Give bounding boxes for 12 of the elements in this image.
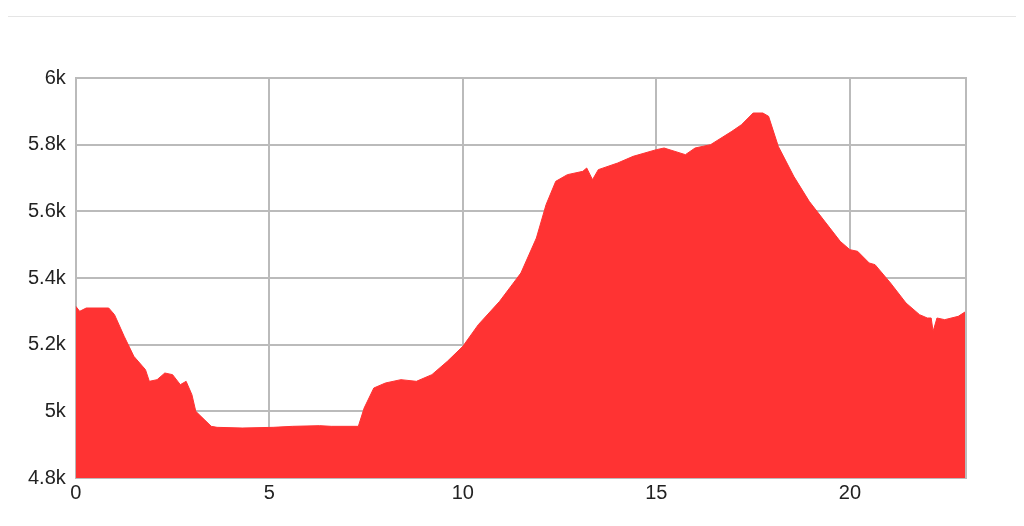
y-tick-label: 6k	[44, 65, 67, 88]
y-tick-label: 5.2k	[27, 332, 67, 355]
y-tick-label: 5.8k	[27, 132, 67, 155]
y-tick-label: 5.6k	[27, 198, 67, 221]
x-tick-label: 15	[645, 480, 668, 503]
x-tick-label: 10	[451, 480, 474, 503]
y-tick-label: 5.4k	[27, 265, 67, 288]
x-tick-label: 5	[263, 480, 275, 503]
x-tick-label: 0	[70, 480, 82, 503]
y-tick-label: 4.8k	[27, 465, 67, 488]
y-tick-label: 5k	[44, 398, 67, 421]
x-tick-label: 20	[838, 480, 862, 503]
